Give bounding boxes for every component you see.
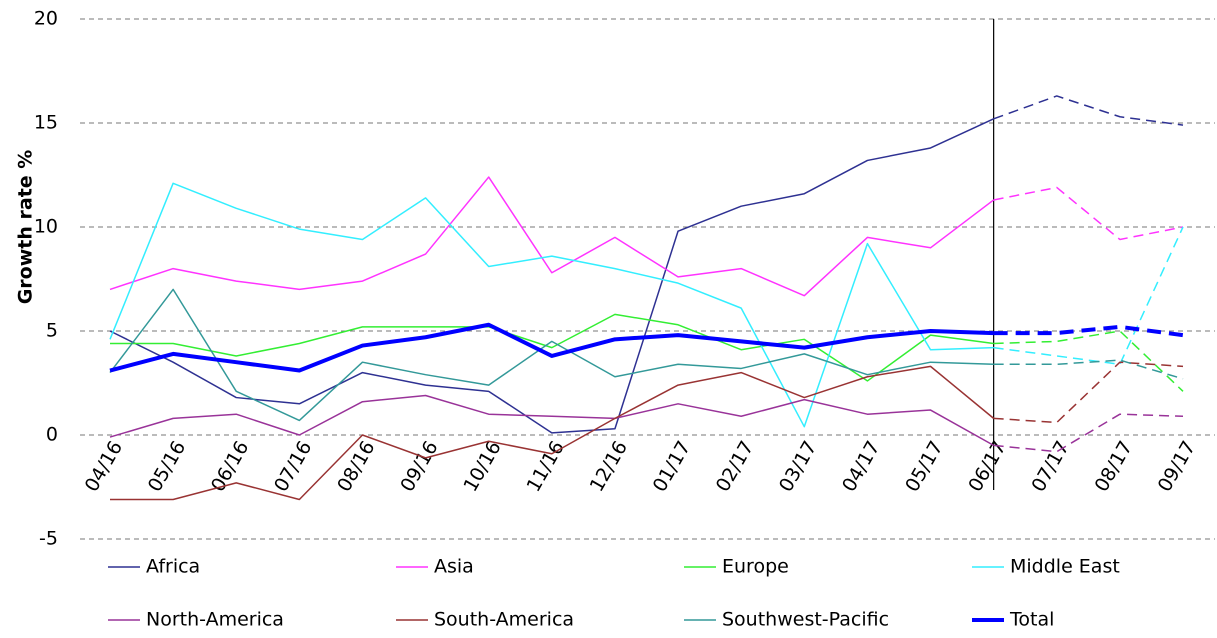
x-tick-label: 08/16 [333, 437, 379, 495]
y-tick-label: -5 [39, 528, 58, 550]
series-line [993, 330, 1184, 392]
legend-label: North-America [146, 609, 284, 631]
legend-label: Southwest-Pacific [722, 609, 889, 631]
series-line [993, 324, 1184, 338]
series-line [109, 288, 994, 422]
x-tick-label: 05/17 [901, 437, 947, 495]
legend-label: Total [1009, 609, 1054, 631]
legend-label: South-America [434, 609, 574, 631]
x-tick-label: 03/17 [775, 437, 821, 495]
x-tick-label: 07/17 [1027, 437, 1073, 495]
series-line [993, 413, 1184, 453]
series-line [110, 365, 995, 501]
x-tick-label: 07/16 [270, 437, 316, 495]
series-line [109, 176, 995, 297]
x-tick-label: 01/17 [649, 437, 695, 495]
legend-label: Africa [146, 556, 200, 578]
x-tick-label: 06/16 [207, 437, 253, 495]
series-line [109, 182, 994, 428]
series-line [993, 95, 1184, 126]
x-tick-label: 12/16 [586, 437, 632, 495]
series-line [993, 226, 1184, 366]
series-line [110, 313, 994, 382]
y-tick-label: 10 [34, 216, 58, 238]
x-tick-label: 04/16 [81, 437, 127, 495]
x-tick-label: 05/16 [144, 437, 190, 495]
x-tick-label: 09/16 [396, 437, 442, 495]
series-line [993, 359, 1184, 380]
x-tick-label: 08/17 [1091, 437, 1137, 495]
series-line [993, 186, 1184, 241]
y-tick-label: 5 [46, 320, 58, 342]
x-tick-label: 11/16 [522, 437, 568, 495]
y-tick-label: 15 [34, 112, 58, 134]
series-line [109, 322, 994, 373]
y-tick-label: 20 [34, 8, 58, 30]
series-line [109, 118, 994, 434]
x-tick-label: 09/17 [1154, 437, 1200, 495]
legend-label: Asia [434, 556, 474, 578]
y-tick-label: 0 [46, 424, 58, 446]
legend-label: Europe [722, 556, 789, 578]
legend-label: Middle East [1010, 556, 1120, 578]
x-tick-label: 06/17 [964, 437, 1010, 495]
series-line [993, 361, 1184, 424]
x-tick-label: 04/17 [838, 437, 884, 495]
y-axis-label: Growth rate % [15, 150, 37, 305]
x-tick-label: 10/16 [459, 437, 505, 495]
series-line [109, 394, 995, 447]
x-tick-label: 02/17 [712, 437, 758, 495]
